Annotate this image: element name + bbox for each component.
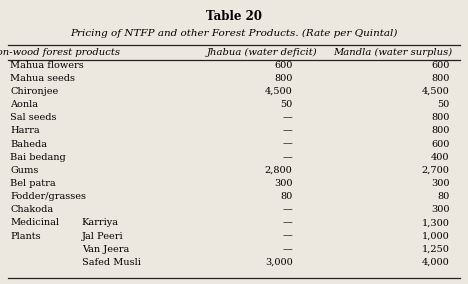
Text: 300: 300 <box>431 179 449 188</box>
Text: Table 20: Table 20 <box>206 10 262 23</box>
Text: 1,250: 1,250 <box>421 245 449 254</box>
Text: Non-wood forest products: Non-wood forest products <box>0 48 120 57</box>
Text: Fodder/grasses: Fodder/grasses <box>10 192 86 201</box>
Text: 80: 80 <box>280 192 292 201</box>
Text: 600: 600 <box>431 61 449 70</box>
Text: 800: 800 <box>431 126 449 135</box>
Text: —: — <box>283 140 292 149</box>
Text: Medicinal: Medicinal <box>10 218 59 227</box>
Text: Karriya: Karriya <box>82 218 119 227</box>
Text: 2,700: 2,700 <box>421 166 449 175</box>
Text: —: — <box>283 113 292 122</box>
Text: 4,500: 4,500 <box>422 87 449 96</box>
Text: Baheda: Baheda <box>10 140 47 149</box>
Text: 80: 80 <box>437 192 449 201</box>
Text: —: — <box>283 231 292 241</box>
Text: 3,000: 3,000 <box>265 258 292 267</box>
Text: 600: 600 <box>274 61 292 70</box>
Text: Chakoda: Chakoda <box>10 205 53 214</box>
Text: Chironjee: Chironjee <box>10 87 58 96</box>
Text: Gums: Gums <box>10 166 39 175</box>
Text: Jhabua (water deficit): Jhabua (water deficit) <box>207 48 317 57</box>
Text: —: — <box>283 126 292 135</box>
Text: Jal Peeri: Jal Peeri <box>82 231 124 241</box>
Text: 300: 300 <box>274 179 292 188</box>
Text: —: — <box>283 153 292 162</box>
Text: 600: 600 <box>431 140 449 149</box>
Text: Van Jeera: Van Jeera <box>82 245 129 254</box>
Text: 800: 800 <box>274 74 292 83</box>
Text: Bel patra: Bel patra <box>10 179 56 188</box>
Text: Mahua flowers: Mahua flowers <box>10 61 84 70</box>
Text: 4,000: 4,000 <box>422 258 449 267</box>
Text: Mandla (water surplus): Mandla (water surplus) <box>334 48 453 57</box>
Text: —: — <box>283 245 292 254</box>
Text: 800: 800 <box>431 74 449 83</box>
Text: Safed Musli: Safed Musli <box>82 258 141 267</box>
Text: 1,300: 1,300 <box>421 218 449 227</box>
Text: —: — <box>283 205 292 214</box>
Text: 800: 800 <box>431 113 449 122</box>
Text: 1,000: 1,000 <box>422 231 449 241</box>
Text: Plants: Plants <box>10 231 41 241</box>
Text: Sal seeds: Sal seeds <box>10 113 57 122</box>
Text: 300: 300 <box>431 205 449 214</box>
Text: Bai bedang: Bai bedang <box>10 153 66 162</box>
Text: Pricing of NTFP and other Forest Products. (Rate per Quintal): Pricing of NTFP and other Forest Product… <box>70 28 398 37</box>
Text: 50: 50 <box>280 100 292 109</box>
Text: 50: 50 <box>437 100 449 109</box>
Text: Mahua seeds: Mahua seeds <box>10 74 75 83</box>
Text: 2,800: 2,800 <box>265 166 292 175</box>
Text: 400: 400 <box>431 153 449 162</box>
Text: 4,500: 4,500 <box>265 87 292 96</box>
Text: —: — <box>283 218 292 227</box>
Text: Aonla: Aonla <box>10 100 38 109</box>
Text: Harra: Harra <box>10 126 40 135</box>
